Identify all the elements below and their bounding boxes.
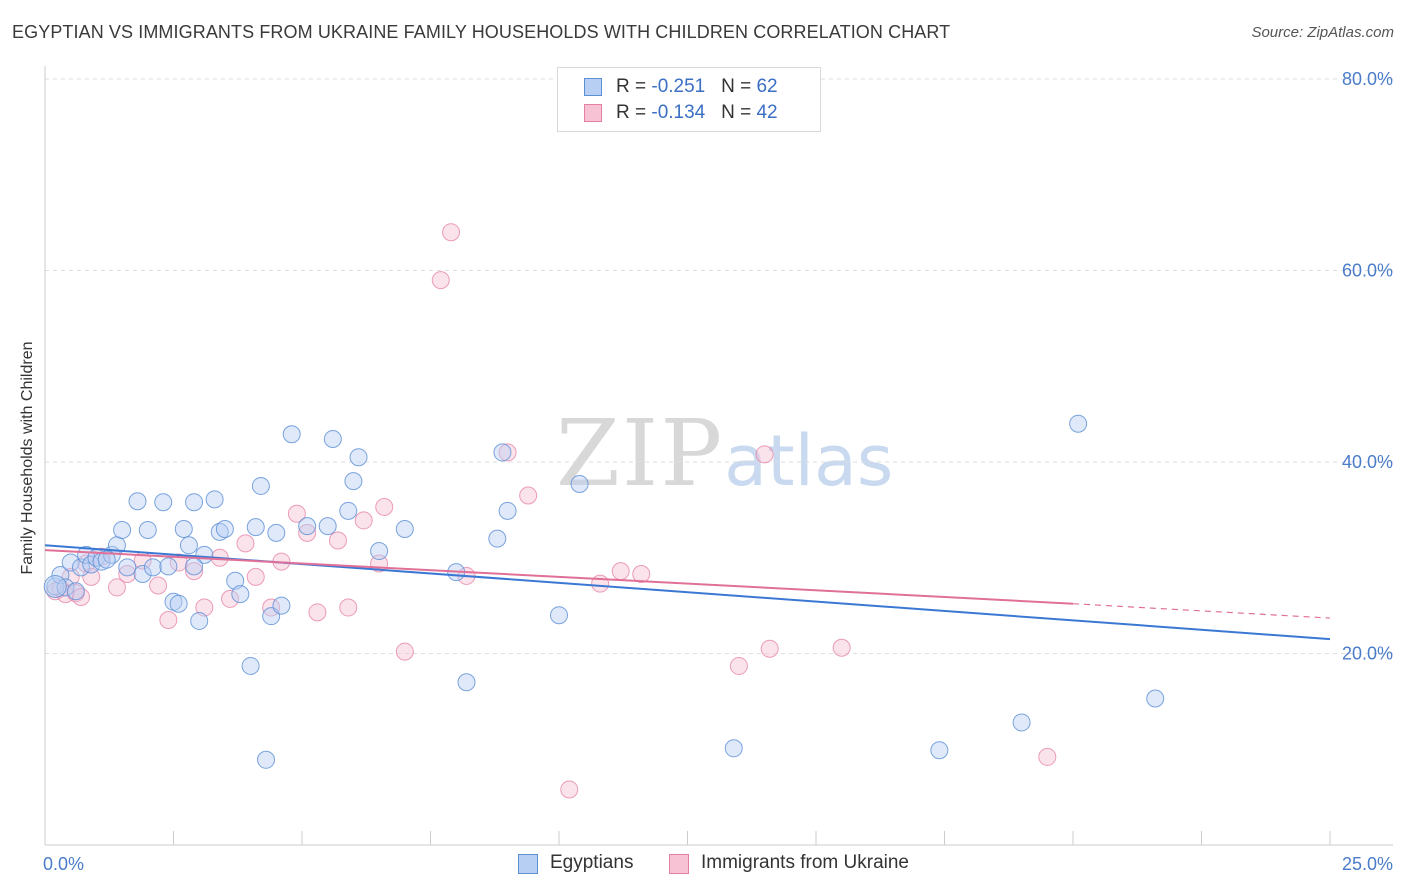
- egyptian-point: [273, 597, 290, 614]
- ukraine-points: [47, 224, 1056, 798]
- egyptian-point: [170, 595, 187, 612]
- egyptian-point: [216, 521, 233, 538]
- legend-text: R = -0.251 N = 62: [616, 76, 778, 98]
- egyptian-point: [931, 742, 948, 759]
- ukraine-point: [1039, 748, 1056, 765]
- y-tick-label: 80.0%: [1342, 69, 1393, 89]
- egyptian-point: [1070, 415, 1087, 432]
- x-tick-label: 25.0%: [1342, 854, 1393, 874]
- egyptian-point: [186, 494, 203, 511]
- ukraine-point: [761, 640, 778, 657]
- egyptian-point: [350, 449, 367, 466]
- ukraine-point: [340, 599, 357, 616]
- legend-swatch-blue: [584, 78, 602, 96]
- legend-r-value: -0.134: [651, 102, 705, 123]
- axes: [45, 66, 1393, 845]
- egyptian-point: [268, 524, 285, 541]
- legend-r-value: -0.251: [651, 76, 705, 97]
- ukraine-point: [833, 639, 850, 656]
- ukraine-point: [150, 577, 167, 594]
- egyptian-point: [319, 518, 336, 535]
- ukraine-point: [160, 611, 177, 628]
- legend-r-label: R =: [616, 102, 651, 123]
- egyptian-point: [489, 530, 506, 547]
- egyptian-point: [160, 558, 177, 575]
- legend-n-value: 42: [756, 102, 777, 123]
- ukraine-point: [592, 575, 609, 592]
- egyptian-point: [129, 493, 146, 510]
- tick-labels: 20.0% 40.0% 60.0% 80.0% 0.0% 25.0%: [43, 69, 1393, 874]
- egyptian-point: [1147, 690, 1164, 707]
- legend-r-label: R =: [616, 76, 651, 97]
- egyptian-point: [191, 612, 208, 629]
- ukraine-point: [329, 532, 346, 549]
- egyptian-point: [186, 558, 203, 575]
- egyptian-point: [345, 473, 362, 490]
- legend-n-value: 62: [756, 76, 777, 97]
- ukraine-trend-extension: [1073, 604, 1330, 618]
- y-tick-label: 60.0%: [1342, 261, 1393, 281]
- egyptian-point: [458, 674, 475, 691]
- ukraine-point: [612, 563, 629, 580]
- correlation-legend: R = -0.251 N = 62 R = -0.134 N = 42: [557, 67, 821, 132]
- egyptian-point: [144, 559, 161, 576]
- bottom-legend-label: Egyptians: [550, 852, 633, 874]
- bottom-legend-swatch-blue: [518, 854, 538, 874]
- ukraine-point: [730, 657, 747, 674]
- egyptian-points: [44, 415, 1163, 768]
- egyptian-point: [119, 559, 136, 576]
- egyptian-point: [499, 502, 516, 519]
- ukraine-point: [355, 512, 372, 529]
- egyptian-point: [396, 521, 413, 538]
- egyptian-point: [155, 494, 172, 511]
- egyptian-point: [139, 521, 156, 538]
- ukraine-point: [237, 535, 254, 552]
- ukraine-point: [561, 781, 578, 798]
- egyptian-point: [232, 586, 249, 603]
- egyptian-point: [299, 518, 316, 535]
- legend-n-label: N =: [721, 102, 756, 123]
- x-tick-label: 0.0%: [43, 854, 84, 874]
- egyptian-point-cluster: [44, 575, 66, 597]
- grid-lines: [45, 79, 1393, 654]
- egyptian-point: [1013, 714, 1030, 731]
- egyptian-point: [206, 491, 223, 508]
- ukraine-point: [432, 272, 449, 289]
- egyptian-point: [551, 607, 568, 624]
- ukraine-point: [309, 604, 326, 621]
- legend-swatch-pink: [584, 104, 602, 122]
- egyptian-point: [242, 657, 259, 674]
- egyptian-point: [114, 521, 131, 538]
- ukraine-point: [756, 446, 773, 463]
- egyptian-point: [324, 431, 341, 448]
- scatter-chart: 20.0% 40.0% 60.0% 80.0% 0.0% 25.0%: [0, 0, 1406, 892]
- ukraine-point: [247, 568, 264, 585]
- egyptian-point: [258, 751, 275, 768]
- legend-text: R = -0.134 N = 42: [616, 102, 778, 124]
- y-tick-label: 40.0%: [1342, 452, 1393, 472]
- egyptian-point: [67, 583, 84, 600]
- ukraine-point: [396, 643, 413, 660]
- y-tick-label: 20.0%: [1342, 644, 1393, 664]
- egyptian-point: [175, 521, 192, 538]
- egyptian-point: [571, 476, 588, 493]
- ukraine-point: [376, 499, 393, 516]
- egyptian-point: [283, 426, 300, 443]
- egyptian-point: [371, 543, 388, 560]
- bottom-legend-label: Immigrants from Ukraine: [701, 852, 909, 874]
- egyptian-point: [180, 537, 197, 554]
- ukraine-point: [443, 224, 460, 241]
- egyptian-point: [340, 502, 357, 519]
- egyptian-point: [252, 477, 269, 494]
- legend-n-label: N =: [721, 76, 756, 97]
- egyptian-point: [247, 519, 264, 536]
- egyptian-point: [725, 740, 742, 757]
- ukraine-point: [520, 487, 537, 504]
- egyptian-point: [494, 444, 511, 461]
- bottom-legend-swatch-pink: [669, 854, 689, 874]
